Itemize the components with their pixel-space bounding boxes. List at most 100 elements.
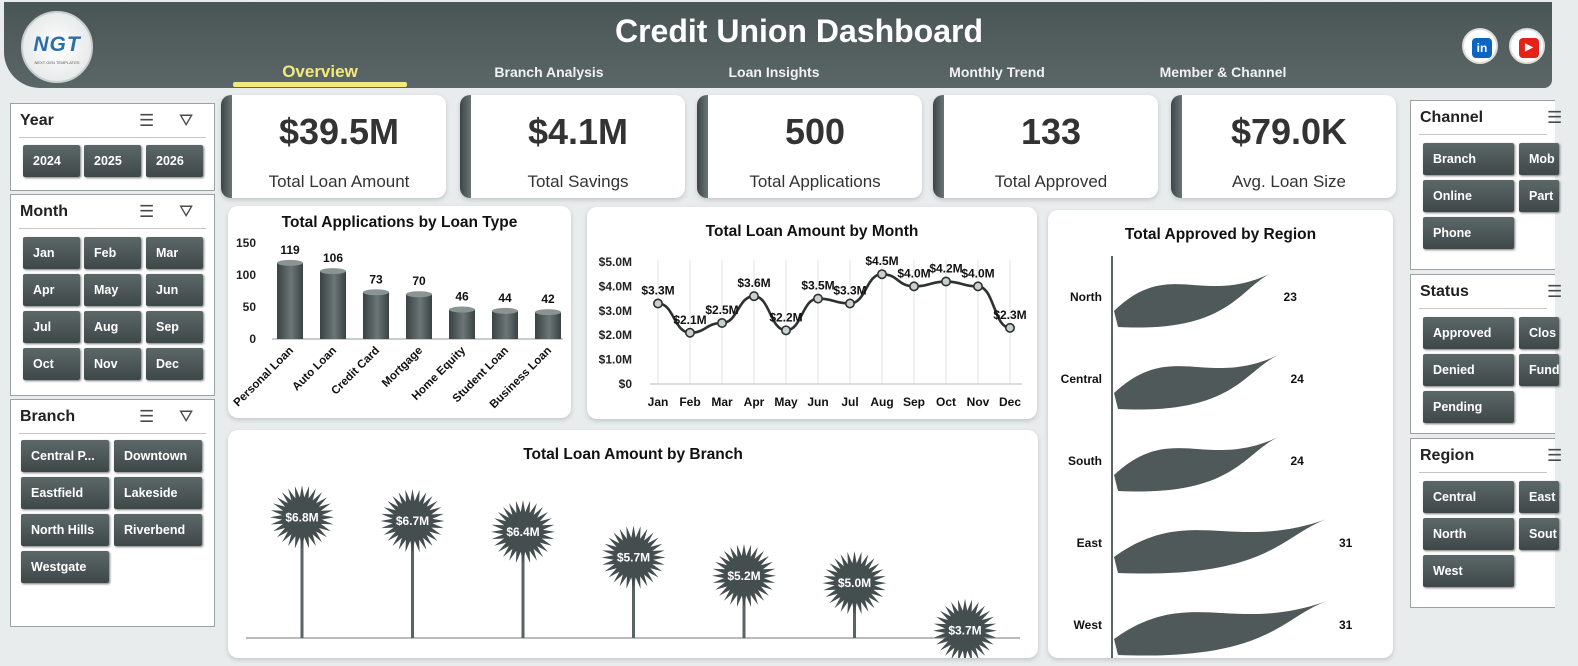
data-label: $2.5M <box>705 303 738 317</box>
slicer-option[interactable]: Pending <box>1423 391 1514 423</box>
slicer-option[interactable]: 2025 <box>84 145 141 177</box>
divider <box>19 228 206 229</box>
kpi-card-total-applications: 500 Total Applications <box>697 95 922 198</box>
slicer-option[interactable]: Fund <box>1519 354 1559 386</box>
slicer-option[interactable]: East <box>1519 481 1559 513</box>
slicer-option[interactable]: West <box>1423 555 1514 587</box>
slicer-option[interactable]: Lakeside <box>114 477 202 509</box>
multi-select-icon[interactable]: ☰ <box>139 407 155 426</box>
kpi-card-total-loan-amount: $39.5M Total Loan Amount <box>221 95 446 198</box>
clear-filter-icon[interactable]: ⛛ <box>179 407 194 426</box>
x-tick-label: Apr <box>744 395 765 409</box>
slicer-option[interactable]: Oct <box>23 348 80 380</box>
linkedin-icon: in <box>1472 38 1492 58</box>
x-tick-label: Mar <box>711 395 733 409</box>
slicer-year: Year ☰ ⛛ 2024 2025 2026 <box>10 103 215 191</box>
chart-loan-amount-by-month: $0 $1.0M $2.0M $3.0M $4.0M $5.0M $3.3M Jan $2.1M… <box>599 254 1027 409</box>
multi-select-icon[interactable]: ☰ <box>1547 108 1563 127</box>
tab-member-channel[interactable]: Member & Channel <box>1159 64 1287 80</box>
slicer-option[interactable]: 2026 <box>146 145 203 177</box>
slicer-option[interactable]: Nov <box>84 348 141 380</box>
slicer-option[interactable]: Feb <box>84 237 141 269</box>
slicer-option[interactable]: Central <box>1423 481 1514 513</box>
slicer-option[interactable]: Aug <box>84 311 141 343</box>
kpi-label: Total Applications <box>749 172 881 191</box>
multi-select-icon[interactable]: ☰ <box>1547 446 1563 465</box>
data-label: 44 <box>498 291 512 305</box>
slicer-option[interactable]: Sout <box>1519 518 1559 550</box>
kpi-label: Total Loan Amount <box>268 172 410 191</box>
multi-select-icon[interactable]: ☰ <box>1547 282 1563 301</box>
slicer-option[interactable]: Central P... <box>21 440 109 472</box>
chart-panel-monthly: Total Loan Amount by Month $0 $1.0M $2.0M $… <box>587 207 1037 419</box>
y-tick-label: 0 <box>249 332 256 346</box>
card-accent <box>221 95 232 198</box>
slicer-option[interactable]: North Hills <box>21 514 109 546</box>
data-label: 106 <box>323 251 343 265</box>
chart-title: Total Approved by Region <box>1124 226 1317 243</box>
slicer-option[interactable]: Jan <box>23 237 80 269</box>
data-label: $6.7M <box>396 514 429 528</box>
kpi-value: $39.5M <box>278 111 400 152</box>
data-point <box>972 281 983 292</box>
youtube-icon: ▶ <box>1519 38 1539 58</box>
chart-panel-loan-type: Total Applications by Loan Type 0 50 100 15… <box>228 206 571 418</box>
data-label: 31 <box>1339 618 1353 632</box>
slicer-option[interactable]: Eastfield <box>21 477 109 509</box>
y-tick-label: East <box>1077 536 1102 550</box>
data-label: 42 <box>541 292 555 306</box>
slicer-option[interactable]: Jul <box>23 311 80 343</box>
slicer-option[interactable]: May <box>84 274 141 306</box>
y-tick-label: $5.0M <box>599 255 632 269</box>
clear-filter-icon[interactable]: ⛛ <box>179 111 194 130</box>
slicer-option[interactable]: Sep <box>146 311 203 343</box>
tab-overview[interactable]: Overview <box>282 62 358 81</box>
kpi-label: Avg. Loan Size <box>1231 172 1347 191</box>
tab-loan-insights[interactable]: Loan Insights <box>728 64 820 80</box>
slicer-option[interactable]: Approved <box>1423 317 1514 349</box>
data-point <box>717 318 728 329</box>
tab-monthly-trend[interactable]: Monthly Trend <box>949 64 1045 80</box>
x-tick-label: Jan <box>648 395 669 409</box>
bar <box>277 262 303 339</box>
x-tick-label: Personal Loan <box>232 345 297 410</box>
chart-title: Total Applications by Loan Type <box>281 214 518 231</box>
slicer-option[interactable]: 2024 <box>23 145 80 177</box>
clear-filter-icon[interactable]: ⛛ <box>179 202 194 221</box>
chart-title: Total Loan Amount by Month <box>705 223 919 240</box>
slicer-option[interactable]: Part <box>1519 180 1559 212</box>
slicer-option[interactable]: Mar <box>146 237 203 269</box>
region-bar <box>1114 519 1327 574</box>
slicer-option[interactable]: Phone <box>1423 217 1514 249</box>
slicer-option[interactable]: Branch <box>1423 143 1514 175</box>
slicer-option[interactable]: Downtown <box>114 440 202 472</box>
multi-select-icon[interactable]: ☰ <box>139 202 155 221</box>
chart-approved-by-region: North 23 Central 24 South 24 East 31 West 31 <box>1061 256 1353 658</box>
data-label: $2.1M <box>673 313 706 327</box>
kpi-value: 133 <box>1020 111 1082 152</box>
logo: NGT NEXT GEN TEMPLATES <box>21 11 93 83</box>
data-label: 31 <box>1339 536 1353 550</box>
x-tick-label: Jul <box>841 395 858 409</box>
data-label: $3.3M <box>641 283 674 297</box>
lollipop-burst <box>270 485 334 550</box>
bar <box>449 309 475 339</box>
slicer-option[interactable]: Westgate <box>21 551 109 583</box>
slicer-option[interactable]: Clos <box>1519 317 1559 349</box>
slicer-title: Year <box>20 112 54 129</box>
linkedin-button[interactable]: in <box>1462 28 1498 64</box>
bar-cap <box>535 309 561 316</box>
tab-branch-analysis[interactable]: Branch Analysis <box>494 64 604 80</box>
slicer-option[interactable]: Apr <box>23 274 80 306</box>
slicer-option[interactable]: Mob <box>1519 143 1559 175</box>
slicer-option[interactable]: Denied <box>1423 354 1514 386</box>
slicer-option[interactable]: Online <box>1423 180 1514 212</box>
slicer-option[interactable]: Riverbend <box>114 514 202 546</box>
youtube-button[interactable]: ▶ <box>1509 28 1545 64</box>
slicer-option[interactable]: Jun <box>146 274 203 306</box>
slicer-option[interactable]: Dec <box>146 348 203 380</box>
y-tick-label: Central <box>1061 372 1102 386</box>
multi-select-icon[interactable]: ☰ <box>139 111 155 130</box>
data-label: $5.0M <box>838 576 871 590</box>
slicer-option[interactable]: North <box>1423 518 1514 550</box>
